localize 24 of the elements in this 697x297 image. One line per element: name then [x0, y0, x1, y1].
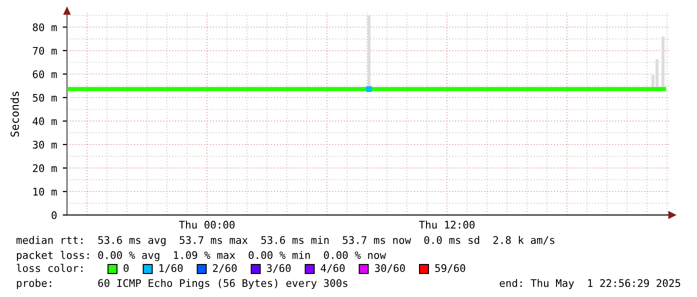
text: packet loss: 0.00 % avg 1.09 % max 0.00 % min 0.00 % now [16, 250, 386, 262]
legend-label: 2/60 [213, 264, 237, 273]
y-tick-label: 40 m [32, 117, 57, 126]
legend-label: 1/60 [160, 264, 183, 273]
legend-label: 30/60 [374, 264, 405, 273]
legend-label: 4/60 [320, 264, 345, 273]
legend-label: 3/60 [266, 264, 291, 273]
y-tick-label: 60 m [32, 70, 57, 78]
y-axis-title: Seconds [10, 92, 19, 137]
text: end: Thu May 1 22:56:29 2025 [500, 278, 680, 290]
y-tick-label: 0 [52, 211, 57, 220]
text: probe: 60 ICMP Echo Pings (56 Bytes) every 300s [16, 278, 348, 290]
x-tick-label: Thu 00:00 [179, 220, 235, 229]
y-tick-label: 50 m [32, 94, 57, 102]
y-tick-label: 10 m [33, 188, 57, 196]
x-tick-label: Thu 12:00 [419, 220, 475, 229]
legend-title: loss color: [16, 264, 82, 272]
text: median rtt: 53.6 ms avg 53.7 ms max 53.6 ms min 53.7 ms now 0.0 ms sd 2.8 k am/s [16, 236, 554, 246]
legend-label: 0 [124, 264, 129, 272]
y-tick-label: 30 m [32, 140, 57, 149]
y-tick-label: 20 m [32, 164, 57, 172]
y-tick-label: 80 m [32, 23, 57, 32]
y-tick-label: 70 m [32, 46, 57, 55]
legend-label: 59/60 [435, 264, 466, 273]
